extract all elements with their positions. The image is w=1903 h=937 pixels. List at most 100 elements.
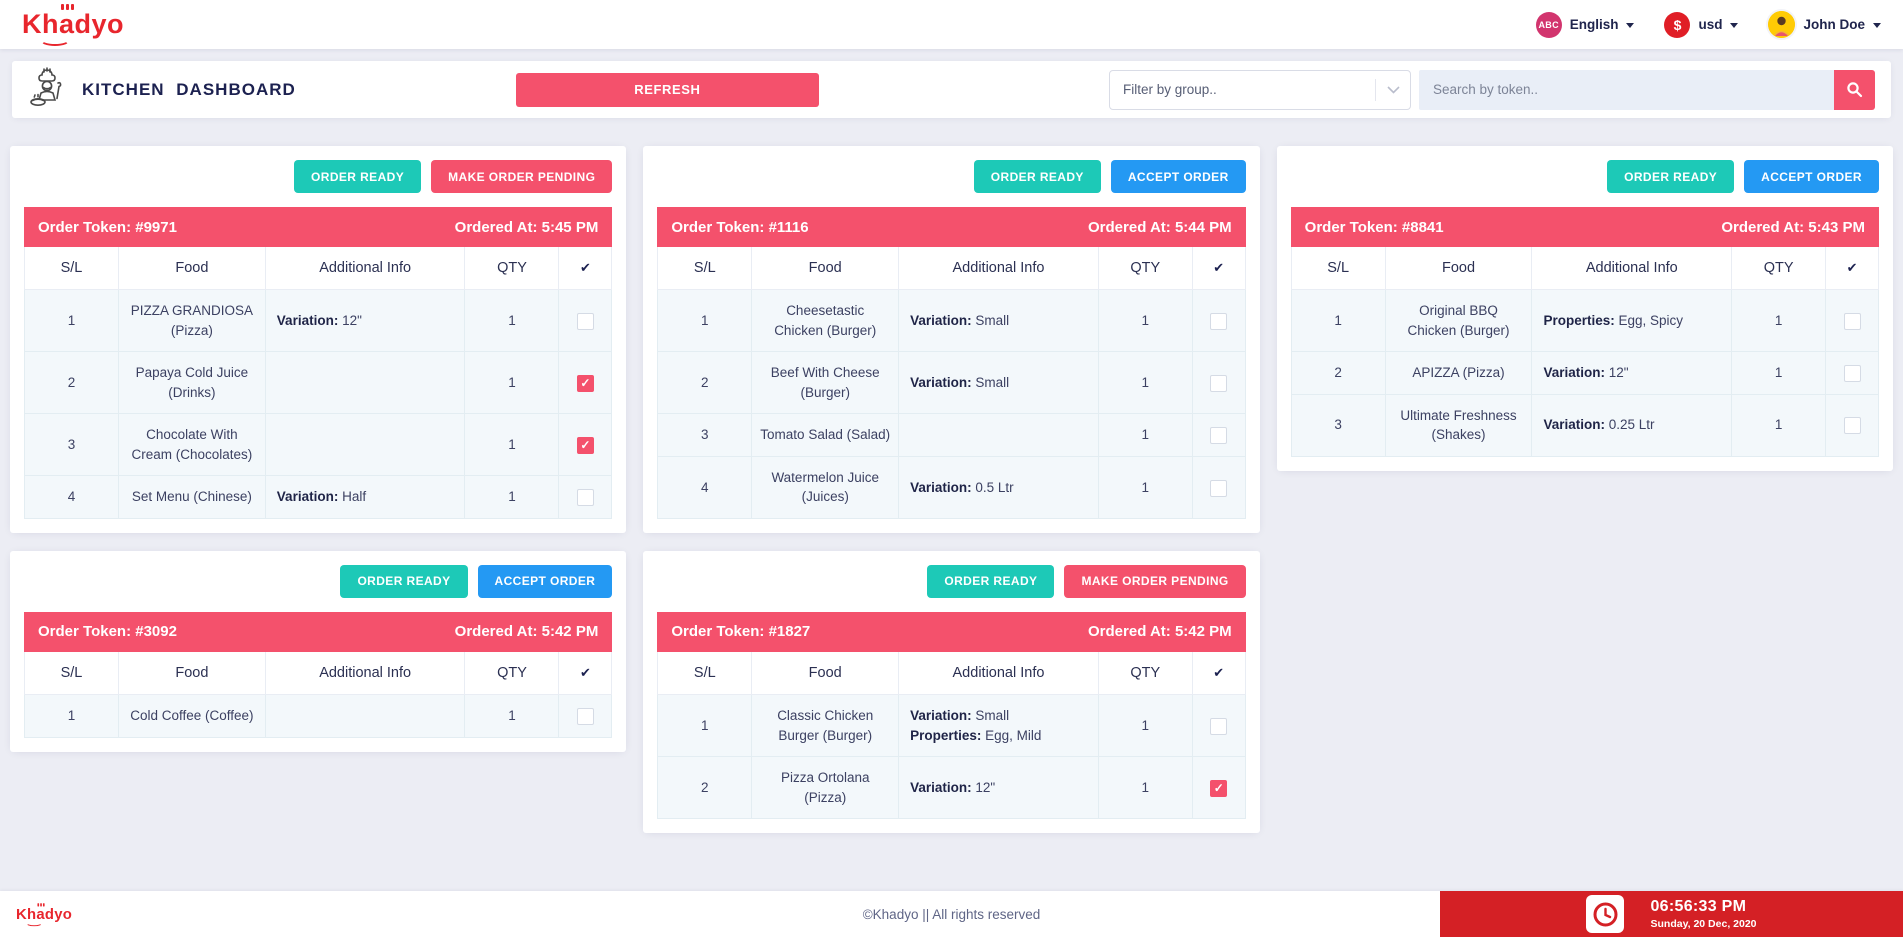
user-menu[interactable]: John Doe xyxy=(1768,11,1881,38)
filter-by-group-select[interactable]: Filter by group.. xyxy=(1109,69,1411,110)
cell-sl: 3 xyxy=(1290,393,1386,457)
khadyo-logo[interactable]: Khadyo xyxy=(22,4,124,46)
search-input[interactable] xyxy=(1419,69,1834,110)
table-row: 3 Tomato Salad (Salad) 1 xyxy=(657,413,1246,457)
order-card: ORDER READY ACCEPT ORDER Order Token: #111… xyxy=(643,146,1260,533)
refresh-button[interactable]: REFRESH xyxy=(515,72,819,107)
item-checkbox[interactable] xyxy=(1210,312,1228,330)
table-header-row: S/L Food Additional Info QTY ✔ xyxy=(657,651,1246,695)
column-header-food: Food xyxy=(117,651,266,695)
cell-food: Beef With Cheese (Burger) xyxy=(751,351,900,415)
chevron-down-icon xyxy=(1873,23,1881,28)
order-ready-button[interactable]: ORDER READY xyxy=(973,160,1101,193)
column-header-check: ✔ xyxy=(1191,651,1246,695)
cell-qty: 1 xyxy=(1097,288,1193,353)
info-line: Variation: Small xyxy=(910,374,1010,390)
order-token: Order Token: #9971 xyxy=(38,218,177,236)
order-actions: ORDER READY ACCEPT ORDER xyxy=(1291,160,1879,193)
cell-qty: 1 xyxy=(1097,756,1193,820)
item-checkbox[interactable] xyxy=(576,374,594,392)
order-token: Order Token: #1827 xyxy=(671,623,811,641)
clock-panel: 06:56:33 PM Sunday, 20 Dec, 2020 xyxy=(1440,891,1903,937)
make-order-pending-button[interactable]: MAKE ORDER PENDING xyxy=(1064,564,1246,598)
cell-additional-info: Variation: Small xyxy=(898,351,1099,415)
cell-food: APIZZA (Pizza) xyxy=(1384,351,1533,395)
cell-additional-info: Variation: 12" xyxy=(264,288,466,353)
column-header-check: ✔ xyxy=(1191,247,1246,290)
order-ready-button[interactable]: ORDER READY xyxy=(340,564,468,598)
cell-sl: 2 xyxy=(657,756,753,820)
make-order-pending-button[interactable]: MAKE ORDER PENDING xyxy=(431,160,613,193)
column-header-qty: QTY xyxy=(464,247,560,290)
search-button[interactable] xyxy=(1834,69,1875,110)
order-ready-button[interactable]: ORDER READY xyxy=(927,564,1055,598)
cell-sl: 4 xyxy=(24,475,119,519)
cell-check xyxy=(558,693,613,738)
language-dropdown[interactable]: ABC English xyxy=(1535,11,1635,38)
column-header-qty: QTY xyxy=(1097,247,1193,290)
item-checkbox[interactable] xyxy=(1210,374,1228,392)
order-items-table: S/L Food Additional Info QTY ✔ 1 Cheesetastic … xyxy=(657,247,1246,519)
item-checkbox[interactable] xyxy=(576,436,594,454)
cell-food: Papaya Cold Juice (Drinks) xyxy=(117,351,266,415)
info-label: Variation: xyxy=(910,707,972,723)
order-actions: ORDER READY MAKE ORDER PENDING xyxy=(24,160,613,193)
accept-order-button[interactable]: ACCEPT ORDER xyxy=(1110,160,1246,193)
item-checkbox[interactable] xyxy=(576,489,594,507)
item-checkbox[interactable] xyxy=(1210,779,1228,797)
order-token: Order Token: #1116 xyxy=(671,218,809,236)
column-header-food: Food xyxy=(117,247,266,290)
column-header-food: Food xyxy=(751,247,900,290)
dollar-icon: $ xyxy=(1664,11,1691,38)
cell-qty: 1 xyxy=(1097,455,1193,519)
item-checkbox[interactable] xyxy=(1210,479,1228,497)
table-head: S/L Food Additional Info QTY ✔ xyxy=(657,651,1246,695)
cell-sl: 2 xyxy=(1290,351,1386,395)
currency-dropdown[interactable]: $ usd xyxy=(1664,11,1739,38)
order-ready-button[interactable]: ORDER READY xyxy=(294,160,422,193)
cell-check xyxy=(558,351,613,415)
navbar-right: ABC English $ usd John Doe xyxy=(1535,11,1881,38)
cell-qty: 1 xyxy=(1097,413,1193,457)
item-checkbox[interactable] xyxy=(1210,717,1228,735)
item-checkbox[interactable] xyxy=(1210,427,1228,445)
chevron-down-icon xyxy=(1626,23,1635,28)
cell-additional-info xyxy=(264,693,466,738)
item-checkbox[interactable] xyxy=(1843,312,1861,330)
info-label: Variation: xyxy=(276,489,339,505)
avatar xyxy=(1768,11,1796,38)
ordered-at: Ordered At: 5:44 PM xyxy=(1088,218,1232,236)
smile-arc-icon xyxy=(40,34,70,46)
info-label: Variation: xyxy=(276,312,339,328)
footer-khadyo-logo: Khadyo xyxy=(16,902,72,926)
cell-sl: 1 xyxy=(657,288,753,353)
accept-order-button[interactable]: ACCEPT ORDER xyxy=(1744,160,1879,193)
order-ready-button[interactable]: ORDER READY xyxy=(1607,160,1735,193)
accept-order-button[interactable]: ACCEPT ORDER xyxy=(477,564,613,598)
cell-qty: 1 xyxy=(1731,351,1827,395)
column-header-info: Additional Info xyxy=(264,247,466,290)
page-header: KITCHEN DASHBOARD REFRESH Filter by grou… xyxy=(12,61,1891,118)
main-content: ORDER READY MAKE ORDER PENDING Order Token… xyxy=(0,118,1903,891)
table-row: 2 Pizza Ortolana (Pizza) Variation: 12" 1 xyxy=(657,756,1246,820)
cell-food: Pizza Ortolana (Pizza) xyxy=(751,756,900,820)
cell-check xyxy=(1191,693,1246,758)
ordered-at: Ordered At: 5:42 PM xyxy=(1088,623,1232,641)
cell-sl: 3 xyxy=(657,413,753,457)
item-checkbox[interactable] xyxy=(576,312,594,330)
info-line: Variation: 12" xyxy=(910,779,996,795)
table-row: 1 Cheesetastic Chicken (Burger) Variation:… xyxy=(657,288,1246,353)
column-header-food: Food xyxy=(751,651,900,695)
cell-additional-info: Variation: 0.5 Ltr xyxy=(898,455,1099,519)
item-checkbox[interactable] xyxy=(1843,417,1861,435)
table-header-row: S/L Food Additional Info QTY ✔ xyxy=(1290,247,1879,290)
search-group xyxy=(1419,69,1875,110)
item-checkbox[interactable] xyxy=(1843,365,1861,383)
item-checkbox[interactable] xyxy=(576,707,594,725)
info-line: Variation: 12" xyxy=(276,312,362,328)
table-header-row: S/L Food Additional Info QTY ✔ xyxy=(24,247,613,290)
cell-food: Chocolate With Cream (Chocolates) xyxy=(117,413,266,477)
order-items-table: S/L Food Additional Info QTY ✔ 1 Cold Coffee (… xyxy=(24,651,613,738)
order-card: ORDER READY MAKE ORDER PENDING Order Token… xyxy=(643,550,1260,834)
order-card-header: Order Token: #1827 Ordered At: 5:42 PM xyxy=(657,611,1246,652)
